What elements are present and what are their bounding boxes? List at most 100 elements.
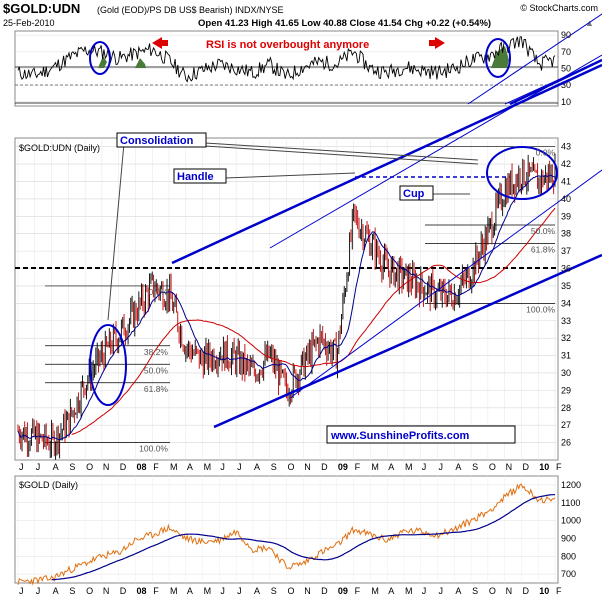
rsi-annotation: RSI is not overbought anymore xyxy=(206,39,369,51)
cup-box xyxy=(399,185,434,201)
x-tick-label-bottom: D xyxy=(522,586,529,596)
gold-tick-label: 1200 xyxy=(561,480,581,490)
fib-label-right: 50.0% xyxy=(531,226,556,236)
rsi-overbought-fill-2 xyxy=(135,58,146,68)
main-axis-ticks: 43 42 41 40 39 38 37 36 35 34 33 32 31 30 29 28 27 26 xyxy=(561,142,571,448)
x-tick-label: 10 xyxy=(539,462,549,472)
main-tick-label: 30 xyxy=(561,368,571,378)
x-tick-label-bottom: A xyxy=(187,586,193,596)
x-tick-label: M xyxy=(405,462,413,472)
main-tick-label: 43 xyxy=(561,142,571,152)
main-panel: $GOLD:UDN (Daily) Consolidation Handle C… xyxy=(14,54,602,461)
rsi-tick-label: 50 xyxy=(561,64,571,74)
trendline-thin-lower xyxy=(289,169,602,399)
sunshine-link[interactable]: www.SunshineProfits.com xyxy=(330,430,470,442)
x-tick-label-bottom: O xyxy=(489,586,496,596)
gold-moving-average xyxy=(51,494,556,581)
main-tick-label: 39 xyxy=(561,211,571,221)
main-tick-label: 38 xyxy=(561,229,571,239)
x-axis-labels: J J A S O N D 08 F M A M J J A S O N D 09 F M A M J J A S O N D 10 F xyxy=(19,462,562,472)
main-tick-label: 31 xyxy=(561,351,571,361)
rsi-overbought-fill-1 xyxy=(98,56,107,68)
x-tick-label: O xyxy=(86,462,93,472)
main-tick-label: 35 xyxy=(561,281,571,291)
x-tick-label: N xyxy=(506,462,513,472)
x-tick-label-bottom: F xyxy=(153,586,159,596)
main-tick-label: 37 xyxy=(561,246,571,256)
x-tick-label-bottom: 09 xyxy=(338,586,348,596)
x-axis-labels-bottom: J J A S O N D 08 F M A M J J A S O N D 09 F M A M J J A S O N D 10 F xyxy=(19,586,562,596)
x-tick-label: J xyxy=(19,462,24,472)
gold-tick-label: 700 xyxy=(561,569,576,579)
x-tick-label-bottom: S xyxy=(472,586,478,596)
x-tick-label: F xyxy=(153,462,159,472)
x-tick-label: J xyxy=(220,462,225,472)
fib-label-right: 0.0% xyxy=(536,148,556,158)
rsi-circle-right xyxy=(485,38,511,78)
main-tick-label: 29 xyxy=(561,385,571,395)
main-tick-label: 26 xyxy=(561,438,571,448)
x-tick-label-bottom: A xyxy=(254,586,260,596)
rsi-circle-left xyxy=(89,41,111,75)
fib-label-right: 100.0% xyxy=(526,304,555,314)
gold-panel-label: $GOLD (Daily) xyxy=(19,480,78,490)
x-tick-label: J xyxy=(422,462,427,472)
consolidation-label: Consolidation xyxy=(120,135,194,147)
consolidation-box xyxy=(116,132,207,148)
chart-symbol: $GOLD:UDN xyxy=(3,1,80,16)
main-tick-label: 28 xyxy=(561,403,571,413)
x-tick-label-bottom: M xyxy=(371,586,379,596)
fib-label-right: 61.8% xyxy=(531,245,556,255)
gold-tick-label: 800 xyxy=(561,551,576,561)
x-tick-label-bottom: A xyxy=(53,586,59,596)
x-tick-label-bottom: N xyxy=(304,586,311,596)
x-tick-label-bottom: A xyxy=(388,586,394,596)
sunshine-link-box[interactable] xyxy=(326,425,516,444)
gold-axis-ticks: 1200 1100 1000 900 800 700 xyxy=(561,480,581,579)
main-panel-label: $GOLD:UDN (Daily) xyxy=(19,143,100,153)
x-tick-label-bottom: J xyxy=(439,586,444,596)
x-tick-label: 09 xyxy=(338,462,348,472)
fib-label-left: 50.0% xyxy=(144,365,169,375)
x-tick-label: S xyxy=(271,462,277,472)
x-tick-label-bottom: D xyxy=(321,586,328,596)
x-tick-label: S xyxy=(69,462,75,472)
x-tick-label: O xyxy=(288,462,295,472)
watermark-stockcharts: © StockCharts.com xyxy=(520,3,598,13)
x-tick-label: A xyxy=(53,462,59,472)
gold-price-line xyxy=(17,483,556,586)
channel-upper-line xyxy=(171,63,602,265)
x-tick-label: D xyxy=(120,462,127,472)
gold-tick-label: 1000 xyxy=(561,516,581,526)
consolidation-pointer-left xyxy=(107,142,125,321)
ohlc-readout: Open 41.23 High 41.65 Low 40.88 Close 41… xyxy=(198,18,491,29)
rsi-tick-label: 70 xyxy=(561,47,571,57)
main-tick-label: 34 xyxy=(561,298,571,308)
rsi-tick-label: 10 xyxy=(561,97,571,107)
rsi-axis-ticks: 90 70 50 30 10 xyxy=(561,30,571,107)
x-tick-label: A xyxy=(187,462,193,472)
main-tick-label: 41 xyxy=(561,177,571,187)
x-tick-label-bottom: D xyxy=(120,586,127,596)
x-tick-label-bottom: J xyxy=(36,586,41,596)
x-tick-label: N xyxy=(103,462,110,472)
x-tick-label: N xyxy=(304,462,311,472)
x-tick-label-bottom: F xyxy=(355,586,361,596)
fibonacci-labels: 0.0% 38.2% 50.0% 61.8% 100.0% 0.0% 50.0% 61.8% 1… xyxy=(139,148,555,454)
consolidation-pointer-right-2 xyxy=(204,145,479,165)
main-tick-label: 32 xyxy=(561,333,571,343)
main-tick-label: 27 xyxy=(561,420,571,430)
x-tick-label: M xyxy=(170,462,178,472)
main-tick-label: 42 xyxy=(561,159,571,169)
main-gridlines xyxy=(15,138,558,460)
red-arrow-left-shaft xyxy=(162,40,168,46)
x-tick-label-bottom: 08 xyxy=(136,586,146,596)
main-tick-label: 40 xyxy=(561,194,571,204)
chart-date: 25-Feb-2010 xyxy=(3,18,55,28)
x-tick-label-bottom: O xyxy=(86,586,93,596)
trendline-thin-upper xyxy=(269,54,602,249)
main-tick-label: 33 xyxy=(561,316,571,326)
red-arrow-right-icon xyxy=(435,37,445,49)
x-tick-label: J xyxy=(36,462,41,472)
handle-label: Handle xyxy=(177,171,214,183)
